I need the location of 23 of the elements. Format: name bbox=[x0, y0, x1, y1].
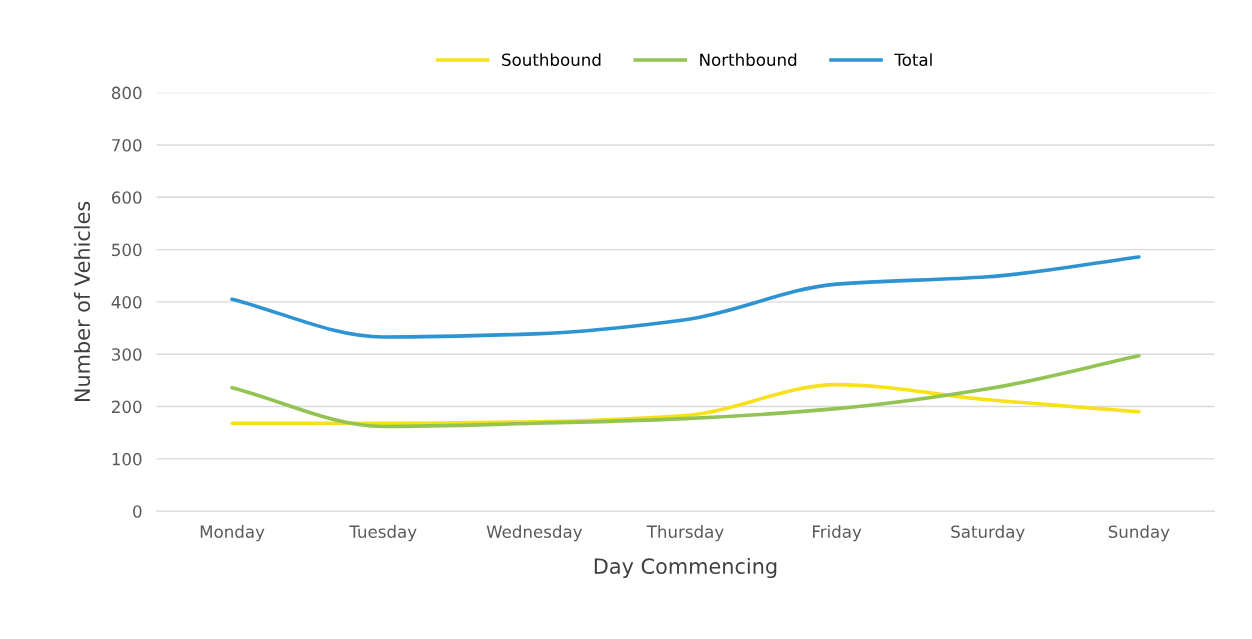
line-series bbox=[230, 255, 1141, 339]
x-tick-label: Tuesday bbox=[349, 525, 417, 542]
x-tick-label: Wednesday bbox=[486, 525, 583, 542]
y-axis-title: Number of Vehicles bbox=[73, 201, 91, 402]
y-tick-label: 400 bbox=[111, 295, 142, 309]
x-axis-title: Day Commencing bbox=[594, 557, 777, 579]
y-tick-label: 200 bbox=[112, 400, 142, 414]
y-tick-label: 0 bbox=[133, 505, 142, 518]
y-tick-label: 300 bbox=[112, 348, 142, 361]
legend-label: Northbound bbox=[700, 53, 797, 67]
y-tick-label: 700 bbox=[112, 138, 142, 152]
x-tick-label: Sunday bbox=[1108, 525, 1170, 542]
line-series bbox=[230, 354, 1141, 429]
y-tick-label: 100 bbox=[112, 452, 142, 466]
x-tick-label: Saturday bbox=[951, 525, 1025, 542]
legend-label: Total bbox=[894, 53, 932, 67]
legend-label: Southbound bbox=[502, 53, 601, 67]
y-tick-label: 800 bbox=[111, 86, 142, 100]
x-tick-label: Friday bbox=[812, 525, 862, 542]
y-tick-label: 600 bbox=[111, 191, 142, 204]
y-tick-label: 500 bbox=[112, 243, 142, 257]
x-tick-label: Monday bbox=[200, 525, 265, 542]
x-tick-label: Thursday bbox=[646, 525, 724, 542]
